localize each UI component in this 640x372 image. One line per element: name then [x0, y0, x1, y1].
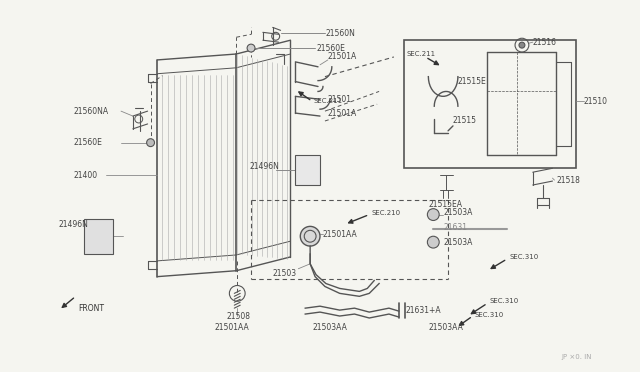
- Text: 21501: 21501: [328, 95, 352, 104]
- Text: 21503AA: 21503AA: [428, 323, 463, 332]
- Text: 21508: 21508: [227, 311, 250, 321]
- Text: 21503: 21503: [273, 269, 297, 278]
- Text: SEC.211: SEC.211: [406, 51, 436, 57]
- Text: 21503AA: 21503AA: [312, 323, 347, 332]
- Text: 21510: 21510: [584, 97, 608, 106]
- Text: 21560NA: 21560NA: [74, 107, 109, 116]
- Text: 21496N: 21496N: [249, 162, 279, 171]
- Circle shape: [247, 44, 255, 52]
- Text: 21515: 21515: [453, 116, 477, 125]
- Text: SEC.310: SEC.310: [490, 298, 518, 304]
- Text: 21503A: 21503A: [443, 238, 472, 247]
- Text: 21516: 21516: [532, 38, 557, 46]
- Text: JP ×0. IN: JP ×0. IN: [561, 355, 592, 360]
- Text: 21560E: 21560E: [316, 44, 345, 52]
- Text: SEC.310: SEC.310: [475, 312, 504, 318]
- Text: 21560N: 21560N: [326, 29, 356, 38]
- Text: 21503A: 21503A: [443, 208, 472, 217]
- Bar: [296, 155, 320, 185]
- Bar: [404, 40, 576, 168]
- Text: 21496N: 21496N: [59, 220, 89, 229]
- Text: FRONT: FRONT: [79, 304, 105, 312]
- Text: 21631: 21631: [443, 223, 467, 232]
- Text: 21501AA: 21501AA: [323, 230, 358, 239]
- Bar: [84, 219, 113, 254]
- Text: 21560E: 21560E: [74, 138, 102, 147]
- Text: 21501A: 21501A: [328, 109, 357, 118]
- Text: 21515EA: 21515EA: [428, 200, 462, 209]
- Circle shape: [147, 139, 154, 147]
- Text: 21631+A: 21631+A: [406, 306, 442, 315]
- Circle shape: [428, 236, 439, 248]
- Text: 21501A: 21501A: [328, 52, 357, 61]
- Circle shape: [428, 209, 439, 221]
- Text: SEC.310: SEC.310: [509, 254, 538, 260]
- Text: SEC.211: SEC.211: [313, 98, 342, 104]
- Circle shape: [519, 42, 525, 48]
- Text: 21400: 21400: [74, 171, 98, 180]
- Circle shape: [300, 227, 320, 246]
- Text: SEC.210: SEC.210: [371, 209, 401, 216]
- Text: 21501AA: 21501AA: [214, 323, 250, 332]
- Text: 21518: 21518: [556, 176, 580, 185]
- Text: 21515E: 21515E: [458, 77, 486, 86]
